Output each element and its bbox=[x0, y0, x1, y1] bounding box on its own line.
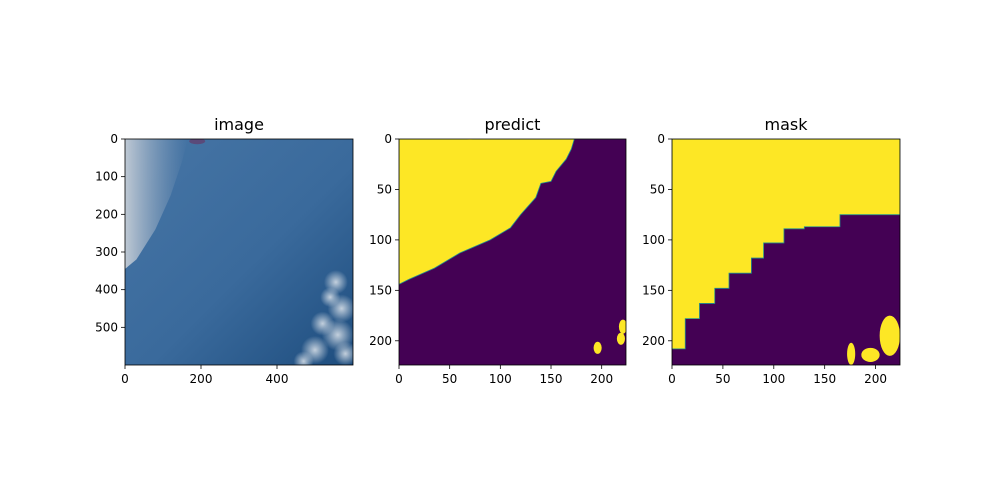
y-tick-label: 200 bbox=[369, 334, 392, 348]
class-1-blob bbox=[593, 341, 602, 354]
panel-title: image bbox=[214, 115, 264, 134]
y-tick-label: 100 bbox=[95, 170, 118, 184]
axes-frame bbox=[398, 138, 627, 366]
y-tick-label: 0 bbox=[657, 132, 665, 146]
y-tick-label: 200 bbox=[95, 207, 118, 221]
cloud-puff bbox=[327, 294, 353, 323]
class-1-blob bbox=[861, 347, 880, 362]
plot-area bbox=[399, 139, 626, 365]
x-tick-label: 200 bbox=[190, 372, 213, 386]
y-tick-label: 50 bbox=[377, 182, 392, 196]
class-1-region bbox=[672, 139, 900, 350]
class-1-blob bbox=[879, 315, 900, 356]
panel-title: mask bbox=[765, 115, 809, 134]
x-tick-label: 50 bbox=[442, 372, 457, 386]
x-tick-label: 200 bbox=[864, 372, 887, 386]
y-tick-label: 150 bbox=[369, 283, 392, 297]
cloud-puff bbox=[333, 341, 353, 365]
dark-spot bbox=[189, 139, 206, 145]
class-1-blob bbox=[616, 332, 625, 345]
class-1-region bbox=[399, 139, 626, 285]
y-tick-label: 150 bbox=[642, 283, 665, 297]
cloud-region bbox=[125, 139, 188, 269]
x-tick-label: 0 bbox=[121, 372, 129, 386]
mask-panel: mask 0 50 100 150 200 0 50 100 150 200 bbox=[642, 115, 901, 386]
y-tick-label: 0 bbox=[384, 132, 392, 146]
y-tick-label: 50 bbox=[650, 182, 665, 196]
y-tick-label: 100 bbox=[369, 233, 392, 247]
x-tick-label: 0 bbox=[668, 372, 676, 386]
y-tick-label: 200 bbox=[642, 334, 665, 348]
panel-title: predict bbox=[485, 115, 541, 134]
class-1-blob bbox=[847, 342, 856, 365]
x-tick-label: 100 bbox=[762, 372, 785, 386]
class-1-blob bbox=[466, 139, 473, 142]
y-tick-label: 500 bbox=[95, 320, 118, 334]
plot-area bbox=[125, 139, 353, 365]
axes-frame bbox=[671, 138, 901, 366]
predict-panel: predict 0 50 100 150 200 0 50 100 150 200 bbox=[369, 115, 627, 386]
y-tick-label: 0 bbox=[110, 132, 118, 146]
cloud-puff bbox=[293, 351, 314, 365]
x-tick-label: 50 bbox=[715, 372, 730, 386]
y-tick-label: 100 bbox=[642, 233, 665, 247]
plot-area bbox=[672, 139, 900, 365]
x-tick-label: 100 bbox=[489, 372, 512, 386]
x-tick-label: 200 bbox=[590, 372, 613, 386]
x-tick-label: 150 bbox=[813, 372, 836, 386]
y-tick-label: 400 bbox=[95, 283, 118, 297]
image-panel: image 0 200 400 0 100 200 300 400 500 bbox=[95, 115, 354, 386]
x-tick-label: 400 bbox=[266, 372, 289, 386]
y-tick-label: 300 bbox=[95, 245, 118, 259]
class-1-blob bbox=[618, 319, 626, 334]
x-tick-label: 0 bbox=[395, 372, 403, 386]
x-tick-label: 150 bbox=[540, 372, 563, 386]
